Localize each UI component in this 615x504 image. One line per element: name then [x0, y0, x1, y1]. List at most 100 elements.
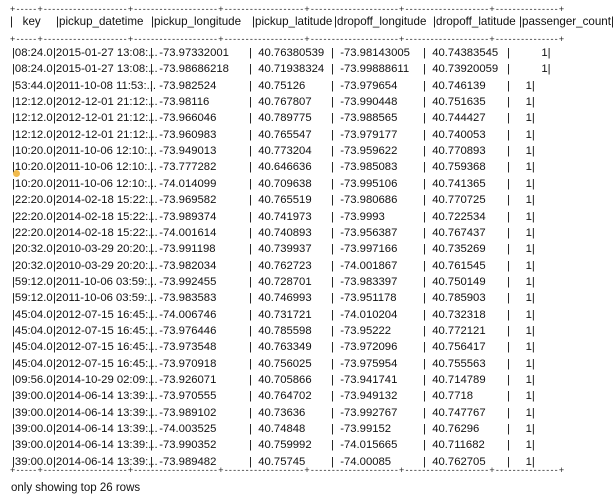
table-row: |45:04.0 |2012-07-15 16:45:... | -73.97354…	[0, 338, 615, 356]
table-row: |12:12.0 |2012-12-01 21:12:... | -73.98116…	[0, 93, 615, 111]
table-cell-pickup-longitude: | -73.990352	[150, 439, 217, 452]
table-cell-dropoff-longitude: | -73.9993	[331, 210, 385, 223]
table-row: |45:04.0 |2012-07-15 16:45:... | -73.97644…	[0, 322, 615, 340]
table-cell-key: |10:20.0	[12, 145, 53, 158]
table-cell-dropoff-longitude: | -73.992767	[331, 406, 398, 419]
table-cell-passenger-count: | 1|	[507, 275, 535, 288]
table-cell-key: |20:32.0	[12, 243, 53, 256]
table-header: | key |pickup_datetime |pickup_longitude |p…	[0, 13, 615, 31]
table-cell-key: |39:00.0	[12, 390, 53, 403]
table-cell-pickup-datetime: |2014-06-14 13:39:...	[53, 439, 158, 452]
table-cell-dropoff-longitude: | -73.972096	[331, 341, 398, 354]
table-cell-pickup-latitude: | 40.75126	[249, 79, 306, 92]
table-row: |45:04.0 |2012-07-15 16:45:... | -73.97091…	[0, 355, 615, 373]
table-cell-dropoff-longitude: | -74.015665	[331, 439, 398, 452]
table-cell-pickup-longitude: | -73.991198	[150, 243, 216, 256]
table-cell-key: |08:24.0	[12, 63, 53, 76]
table-cell-passenger-count: | 1|	[507, 439, 535, 452]
table-cell-pickup-longitude: | -73.960983	[150, 128, 217, 141]
table-cell-pickup-longitude: | -73.983583	[150, 292, 217, 305]
table-row: |39:00.0 |2014-06-14 13:39:... | -73.98910…	[0, 404, 615, 422]
table-cell-dropoff-longitude: | -73.979654	[331, 79, 398, 92]
table-cell-pickup-latitude: | 40.73636	[249, 406, 306, 419]
table-cell-dropoff-longitude: | -73.949132	[331, 390, 398, 403]
table-cell-dropoff-longitude: | -73.956387	[331, 226, 398, 239]
table-cell-pickup-datetime: |2012-07-15 16:45:...	[53, 324, 158, 337]
table-cell-key: |45:04.0	[12, 357, 53, 370]
table-cell-key: |12:12.0	[12, 96, 53, 109]
table-cell-pickup-datetime: |2014-02-18 15:22:...	[53, 210, 158, 223]
table-cell-dropoff-longitude: | -74.001867	[331, 259, 398, 272]
table-cell-pickup-latitude: | 40.765547	[249, 128, 312, 141]
table-cell-dropoff-longitude: | -73.975954	[331, 357, 398, 370]
table-cell-pickup-longitude: | -73.970555	[150, 390, 217, 403]
table-cell-dropoff-latitude: | 40.740053	[423, 128, 486, 141]
table-cell-dropoff-latitude: | 40.770893	[423, 145, 486, 158]
table-cell-passenger-count: | 1|	[507, 161, 535, 174]
table-row: |12:12.0 |2012-12-01 21:12:... | -73.96604…	[0, 109, 615, 127]
table-row: |39:00.0 |2014-06-14 13:39:... | -73.97055…	[0, 387, 615, 405]
table-row: |08:24.0 |2015-01-27 13:08:... | -73.98686…	[0, 60, 615, 78]
table-cell-dropoff-longitude: | -73.983397	[331, 275, 398, 288]
table-row: |39:00.0 |2014-06-14 13:39:... | -74.00352…	[0, 420, 615, 438]
table-cell-pickup-latitude: | 40.740893	[249, 226, 312, 239]
table-cell-pickup-latitude: | 40.75745	[249, 455, 306, 468]
table-cell-pickup-longitude: | -73.992455	[150, 275, 217, 288]
table-cell-pickup-datetime: |2014-06-14 13:39:...	[53, 406, 158, 419]
table-cell-pickup-latitude: | 40.74848	[249, 423, 306, 436]
table-cell-dropoff-longitude: | -73.995106	[331, 177, 398, 190]
table-cell-passenger-count: | 1|	[507, 406, 535, 419]
table-cell-passenger-count: | 1|	[507, 243, 535, 256]
table-cell-dropoff-latitude: | 40.759368	[423, 161, 486, 174]
table-cell-dropoff-latitude: | 40.762705	[423, 455, 486, 468]
table-cell-pickup-latitude: | 40.646636	[249, 161, 312, 174]
table-cell-key: |45:04.0	[12, 324, 53, 337]
table-cell-passenger-count: | 1|	[507, 128, 535, 141]
table-cell-dropoff-longitude: | -73.985083	[331, 161, 398, 174]
table-cell-passenger-count: | 1|	[507, 455, 535, 468]
table-cell-dropoff-latitude: | 40.751635	[423, 96, 486, 109]
table-cell-pickup-longitude: | -73.949013	[150, 145, 217, 158]
table-cell-key: |22:20.0	[12, 194, 53, 207]
table-cell-pickup-latitude: | 40.705866	[249, 374, 312, 386]
table-cell-passenger-count: | 1|	[507, 341, 535, 354]
table-cell-pickup-latitude: | 40.756025	[249, 357, 312, 370]
table-cell-pickup-latitude: | 40.762723	[249, 259, 312, 272]
table-row: |10:20.0 |2011-10-06 12:10:... | -74.01409…	[0, 175, 615, 193]
table-cell-pickup-datetime: |2011-10-08 11:53:...	[53, 79, 157, 92]
row-limit-note: only showing top 26 rows	[11, 482, 141, 494]
table-row: |22:20.0 |2014-02-18 15:22:... | -73.98937…	[0, 208, 615, 226]
column-header-dropoff-longitude: |dropoff_longitude	[334, 15, 427, 28]
table-cell-dropoff-longitude: | -73.997166	[331, 243, 398, 256]
column-header-dropoff-latitude: |dropoff_latitude	[433, 15, 516, 28]
table-row: |45:04.0 |2012-07-15 16:45:... | -74.00674…	[0, 306, 615, 324]
table-row: |20:32.0 |2010-03-29 20:20:... | -73.99119…	[0, 240, 615, 258]
table-cell-dropoff-longitude: | -73.951178	[331, 292, 397, 305]
table-border-header: +-----+--------------------+------------…	[10, 35, 566, 43]
table-cell-key: |45:04.0	[12, 341, 53, 354]
table-cell-dropoff-latitude: | 40.711682	[423, 439, 485, 452]
table-cell-pickup-datetime: |2011-10-06 12:10:...	[53, 161, 157, 174]
table-cell-dropoff-longitude: | -74.010204	[331, 308, 398, 321]
table-cell-key: |22:20.0	[12, 226, 53, 239]
table-cell-dropoff-longitude: | -73.979177	[331, 128, 398, 141]
table-cell-key: |10:20.0	[12, 161, 53, 174]
table-cell-pickup-longitude: | -73.982034	[150, 259, 217, 272]
table-cell-pickup-longitude: | -74.001614	[150, 226, 217, 239]
table-cell-pickup-longitude: | -73.97332001	[150, 47, 229, 59]
table-cell-key: |09:56.0	[12, 374, 53, 386]
table-cell-passenger-count: | 1|	[507, 47, 551, 59]
table-cell-pickup-longitude: | -74.014099	[150, 177, 217, 190]
table-cell-dropoff-latitude: | 40.744427	[423, 112, 486, 125]
table-cell-dropoff-latitude: | 40.746139	[423, 79, 486, 92]
table-cell-passenger-count: | 1|	[507, 79, 535, 92]
column-header-passenger-count: |passenger_count|	[519, 15, 614, 28]
table-cell-pickup-latitude: | 40.76380539	[249, 47, 325, 59]
table-cell-pickup-latitude: | 40.773204	[249, 145, 312, 158]
mouse-cursor-marker	[13, 170, 20, 177]
column-header-key: | key	[10, 15, 41, 28]
table-cell-dropoff-latitude: | 40.722534	[423, 210, 486, 223]
table-cell-pickup-datetime: |2012-12-01 21:12:...	[53, 96, 158, 109]
table-cell-pickup-longitude: | -73.973548	[150, 341, 217, 354]
table-cell-pickup-datetime: |2014-06-14 13:39:...	[53, 390, 158, 403]
